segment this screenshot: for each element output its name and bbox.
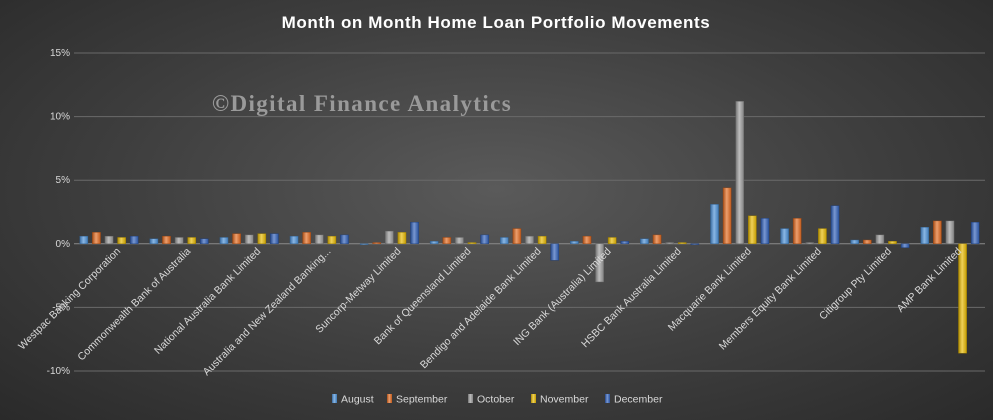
bar-november xyxy=(467,242,477,244)
bar-november xyxy=(327,235,337,244)
bar-november xyxy=(117,237,126,245)
bars xyxy=(79,101,980,354)
bar-september xyxy=(722,187,732,244)
bar-august xyxy=(570,241,579,244)
bar-november xyxy=(607,237,617,245)
bar-december xyxy=(760,218,770,245)
bar-november xyxy=(677,242,687,244)
legend-label: November xyxy=(540,394,589,406)
bar-october xyxy=(385,230,394,245)
bar-december xyxy=(200,238,209,245)
bar-december xyxy=(480,234,489,244)
x-axis: Westpac Banking CorporationCommonwealth … xyxy=(16,245,964,378)
y-tick-label: 0% xyxy=(56,239,71,250)
legend-swatch xyxy=(605,394,610,403)
legend-label: August xyxy=(341,394,374,406)
bar-september xyxy=(512,228,522,244)
bar-august xyxy=(780,228,789,244)
bar-november xyxy=(397,232,407,245)
bar-november xyxy=(537,235,547,244)
bar-december xyxy=(900,243,910,248)
bar-september xyxy=(442,237,452,245)
bar-november xyxy=(187,237,197,245)
y-tick-label: 5% xyxy=(56,175,71,186)
bar-august xyxy=(219,237,229,245)
bar-august xyxy=(149,238,159,245)
y-tick-label: -5% xyxy=(52,302,70,313)
x-tick-label: AMP Bank Limited xyxy=(895,245,965,315)
y-tick-label: 15% xyxy=(50,48,70,59)
legend-label: December xyxy=(614,394,663,406)
bar-september xyxy=(372,242,382,244)
bar-october xyxy=(314,234,324,244)
bar-december xyxy=(550,243,559,261)
bar-december xyxy=(690,243,700,245)
x-tick-label: Commonwealth Bank of Australia xyxy=(75,245,193,363)
bar-december xyxy=(340,234,349,244)
x-tick-label: Australia and New Zealand Banking... xyxy=(201,245,334,378)
bar-september xyxy=(582,235,592,244)
bar-december xyxy=(620,241,630,244)
bar-october xyxy=(735,101,745,245)
bar-september xyxy=(162,235,171,244)
legend-label: September xyxy=(396,394,448,406)
bar-september xyxy=(933,220,942,245)
bar-october xyxy=(104,235,114,244)
bar-august xyxy=(710,204,719,244)
legend-swatch xyxy=(531,394,536,403)
bar-december xyxy=(970,221,980,244)
bar-october xyxy=(945,220,955,245)
y-tick-label: -10% xyxy=(47,366,70,377)
bar-october xyxy=(174,237,184,245)
bar-august xyxy=(429,241,439,244)
chart-title: Month on Month Home Loan Portfolio Movem… xyxy=(282,13,711,32)
bar-august xyxy=(500,237,509,245)
bar-october xyxy=(525,235,534,244)
legend-swatch xyxy=(468,394,473,403)
bar-november xyxy=(958,243,967,354)
bar-december xyxy=(270,233,279,244)
x-tick-label: Bendigo and Adelaide Bank Limited xyxy=(418,245,544,371)
legend-swatch xyxy=(332,394,337,403)
bar-november xyxy=(257,233,267,244)
bar-november xyxy=(748,215,757,244)
bar-august xyxy=(359,243,369,245)
bar-september xyxy=(302,232,311,245)
y-axis: 15% 10% 5% 0% -5% -10% xyxy=(47,48,70,377)
bar-october xyxy=(244,234,254,244)
bar-september xyxy=(792,218,802,245)
bar-december xyxy=(830,205,840,244)
x-tick-label: Citigroup Pty Limited xyxy=(817,245,894,322)
legend-swatch xyxy=(387,394,392,403)
bar-september xyxy=(862,239,872,244)
watermark: ©Digital Finance Analytics xyxy=(212,91,512,116)
bar-september xyxy=(232,233,241,244)
bar-october xyxy=(805,242,815,244)
legend-label: October xyxy=(477,394,515,406)
bar-september xyxy=(652,234,662,244)
bar-august xyxy=(289,235,299,244)
bar-september xyxy=(92,232,101,245)
y-tick-label: 10% xyxy=(50,112,70,123)
bar-october xyxy=(875,234,885,244)
bar-august xyxy=(850,239,859,244)
bar-october xyxy=(595,243,604,283)
bar-august xyxy=(640,238,649,245)
legend: August September October November December xyxy=(332,394,663,406)
bar-august xyxy=(79,235,89,244)
bar-november xyxy=(818,228,827,244)
bar-december xyxy=(129,235,139,244)
bar-october xyxy=(665,242,674,244)
bar-october xyxy=(455,237,464,245)
bar-december xyxy=(410,221,419,244)
bar-august xyxy=(920,227,930,244)
bar-november xyxy=(888,241,897,244)
